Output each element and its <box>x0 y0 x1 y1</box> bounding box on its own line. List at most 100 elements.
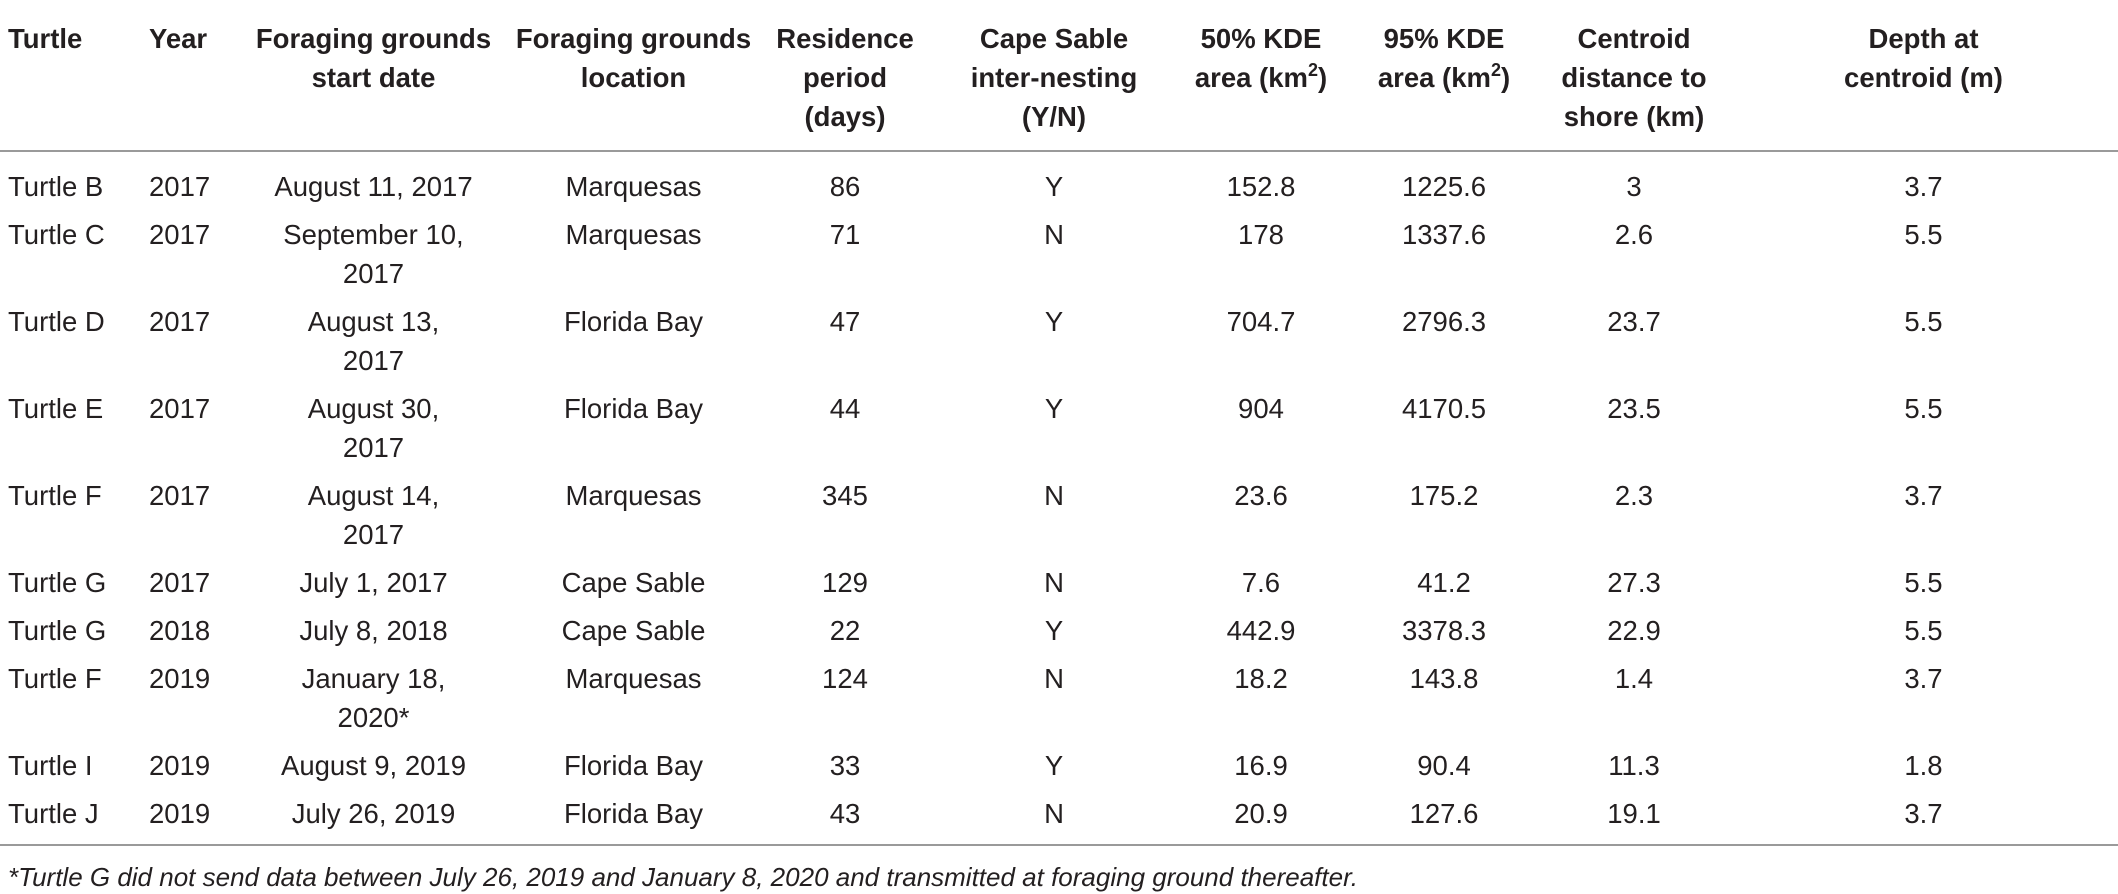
header-row: Turtle Year Foraging grounds start date F… <box>0 0 2118 151</box>
cell-depth-at-centroid: 3.7 <box>1904 480 1943 511</box>
table-row: Turtle G 2018 July 8, 2018 Cape Sable 22 Y 442… <box>0 602 2118 650</box>
cell-residence-period: 124 <box>822 663 868 694</box>
cell-year: 2017 <box>149 567 211 598</box>
cell-location: Florida Bay <box>563 306 704 337</box>
cell-start-date: August 30, 2017 <box>307 393 440 463</box>
cell-turtle: Turtle G <box>8 615 107 646</box>
cell-turtle: Turtle E <box>8 393 104 424</box>
cell-kde95-area: 2796.3 <box>1401 306 1487 337</box>
header-centroid-distance: Centroid distance to shore (km) <box>1561 23 1707 132</box>
cell-turtle: Turtle F <box>8 663 102 694</box>
cell-depth-at-centroid: 3.7 <box>1904 171 1943 202</box>
cell-start-date: August 9, 2019 <box>280 750 466 781</box>
header-start-date: Foraging grounds start date <box>255 23 492 93</box>
cell-turtle: Turtle C <box>8 219 105 250</box>
cell-turtle: Turtle I <box>8 750 93 781</box>
table-row: Turtle D 2017 August 13, 2017 Florida Bay 47… <box>0 293 2118 380</box>
table-row: Turtle J 2019 July 26, 2019 Florida Bay 43 N 2… <box>0 785 2118 845</box>
cell-residence-period: 47 <box>829 306 861 337</box>
cell-location: Marquesas <box>565 480 702 511</box>
cell-residence-period: 44 <box>829 393 861 424</box>
table-row: Turtle F 2017 August 14, 2017 Marquesas 345 N… <box>0 467 2118 554</box>
cell-depth-at-centroid: 5.5 <box>1904 567 1943 598</box>
cell-kde95-area: 175.2 <box>1409 480 1479 511</box>
cell-residence-period: 33 <box>829 750 861 781</box>
cell-internesting: Y <box>1044 750 1064 781</box>
cell-internesting: N <box>1044 663 1064 694</box>
cell-depth-at-centroid: 1.8 <box>1904 750 1943 781</box>
header-location: Foraging grounds location <box>515 23 752 93</box>
cell-centroid-distance: 2.3 <box>1614 480 1654 511</box>
cell-kde95-area: 4170.5 <box>1401 393 1487 424</box>
cell-internesting: Y <box>1044 306 1064 337</box>
header-residence-period: Residence period (days) <box>776 23 914 132</box>
cell-internesting: Y <box>1044 171 1064 202</box>
cell-internesting: Y <box>1044 393 1064 424</box>
cell-kde95-area: 1225.6 <box>1401 171 1487 202</box>
cell-start-date: September 10, 2017 <box>283 219 464 289</box>
cell-residence-period: 345 <box>822 480 868 511</box>
header-kde50: 50% KDE area (km2) <box>1194 23 1328 93</box>
cell-turtle: Turtle G <box>8 567 107 598</box>
cell-year: 2018 <box>149 615 211 646</box>
cell-residence-period: 71 <box>829 219 861 250</box>
cell-depth-at-centroid: 3.7 <box>1904 663 1943 694</box>
cell-kde50-area: 904 <box>1238 393 1284 424</box>
cell-centroid-distance: 11.3 <box>1608 750 1660 781</box>
cell-start-date: August 14, 2017 <box>307 480 440 550</box>
cell-location: Marquesas <box>565 219 702 250</box>
cell-centroid-distance: 2.6 <box>1614 219 1654 250</box>
cell-internesting: Y <box>1044 615 1064 646</box>
cell-residence-period: 86 <box>829 171 861 202</box>
cell-centroid-distance: 3 <box>1626 171 1642 202</box>
cell-year: 2019 <box>149 663 211 694</box>
cell-kde50-area: 442.9 <box>1226 615 1296 646</box>
cell-residence-period: 22 <box>829 615 861 646</box>
cell-depth-at-centroid: 5.5 <box>1904 393 1943 424</box>
turtle-foraging-table: Turtle Year Foraging grounds start date F… <box>0 0 2118 845</box>
cell-kde50-area: 704.7 <box>1226 306 1296 337</box>
cell-kde95-area: 41.2 <box>1417 567 1471 598</box>
table-row: Turtle G 2017 July 1, 2017 Cape Sable 129 N 7.… <box>0 554 2118 602</box>
header-year: Year <box>149 23 208 54</box>
cell-kde95-area: 90.4 <box>1417 750 1471 781</box>
table-row: Turtle B 2017 August 11, 2017 Marquesas 86 Y 1… <box>0 151 2118 206</box>
table-row: Turtle I 2019 August 9, 2019 Florida Bay 33 Y… <box>0 737 2118 785</box>
cell-depth-at-centroid: 5.5 <box>1904 219 1943 250</box>
table-row: Turtle E 2017 August 30, 2017 Florida Bay 44… <box>0 380 2118 467</box>
cell-start-date: July 8, 2018 <box>299 615 448 646</box>
cell-kde95-area: 143.8 <box>1409 663 1479 694</box>
cell-centroid-distance: 1.4 <box>1614 663 1654 694</box>
cell-centroid-distance: 23.7 <box>1607 306 1661 337</box>
cell-year: 2019 <box>149 798 211 829</box>
cell-internesting: N <box>1044 567 1064 598</box>
cell-start-date: July 1, 2017 <box>299 567 448 598</box>
cell-internesting: N <box>1044 480 1064 511</box>
cell-turtle: Turtle F <box>8 480 102 511</box>
table-row: Turtle C 2017 September 10, 2017 Marquesas 7… <box>0 206 2118 293</box>
cell-start-date: January 18, 2020* <box>301 663 446 733</box>
cell-depth-at-centroid: 5.5 <box>1904 615 1943 646</box>
cell-kde50-area: 178 <box>1238 219 1284 250</box>
cell-kde50-area: 16.9 <box>1234 750 1288 781</box>
cell-year: 2017 <box>149 393 211 424</box>
cell-kde50-area: 18.2 <box>1234 663 1288 694</box>
cell-turtle: Turtle D <box>8 306 105 337</box>
cell-centroid-distance: 19.1 <box>1607 798 1661 829</box>
cell-centroid-distance: 27.3 <box>1607 567 1661 598</box>
cell-kde95-area: 127.6 <box>1409 798 1479 829</box>
header-cape-sable-internesting: Cape Sable inter-nesting (Y/N) <box>970 23 1138 132</box>
cell-year: 2017 <box>149 306 211 337</box>
cell-centroid-distance: 23.5 <box>1607 393 1661 424</box>
cell-turtle: Turtle J <box>8 798 99 829</box>
cell-kde95-area: 1337.6 <box>1401 219 1487 250</box>
cell-depth-at-centroid: 3.7 <box>1904 798 1943 829</box>
cell-kde50-area: 20.9 <box>1234 798 1288 829</box>
cell-year: 2019 <box>149 750 211 781</box>
cell-year: 2017 <box>149 480 211 511</box>
cell-start-date: July 26, 2019 <box>291 798 456 829</box>
cell-location: Cape Sable <box>561 615 706 646</box>
cell-start-date: August 13, 2017 <box>307 306 440 376</box>
header-turtle: Turtle <box>8 23 83 54</box>
cell-kde50-area: 23.6 <box>1234 480 1288 511</box>
